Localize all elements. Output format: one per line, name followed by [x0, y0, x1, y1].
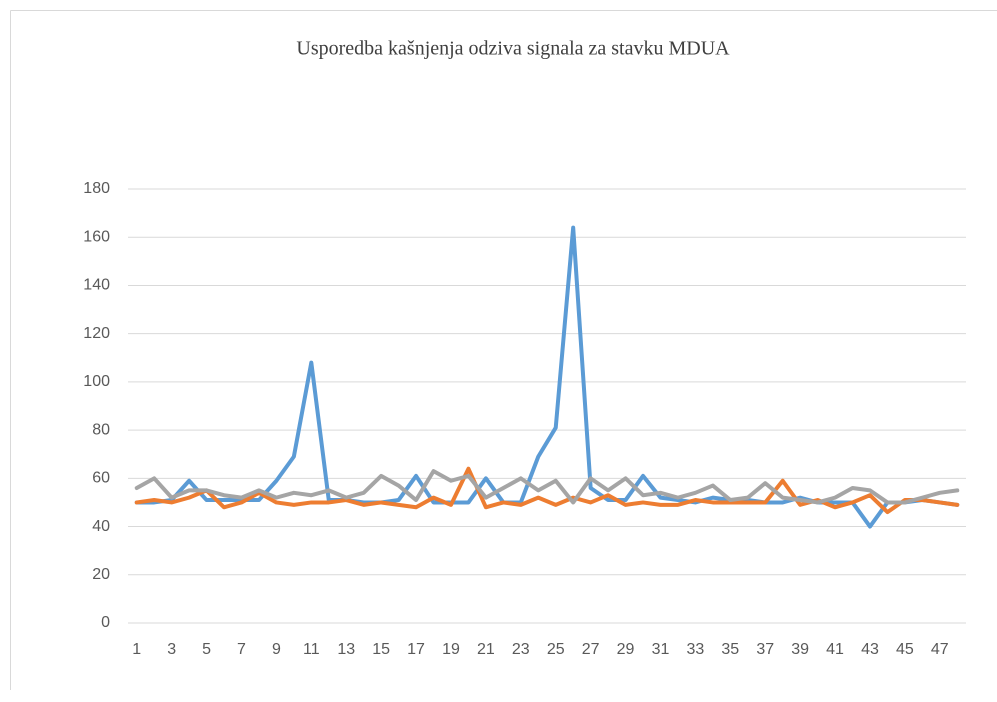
x-tick-label: 43 — [861, 641, 879, 658]
y-tick-label: 180 — [83, 180, 110, 197]
x-tick-label: 41 — [826, 641, 844, 658]
x-tick-label: 7 — [237, 641, 246, 658]
x-tick-label: 21 — [477, 641, 495, 658]
x-tick-label: 5 — [202, 641, 211, 658]
x-tick-label: 11 — [303, 641, 320, 658]
x-tick-label: 47 — [931, 641, 949, 658]
x-tick-label: 13 — [337, 641, 355, 658]
y-tick-label: 60 — [92, 470, 110, 487]
y-tick-label: 80 — [92, 421, 110, 438]
x-tick-label: 33 — [686, 641, 704, 658]
x-tick-label: 31 — [652, 641, 670, 658]
chart-title: Usporedba kašnjenja odziva signala za st… — [296, 38, 730, 60]
y-tick-label: 140 — [83, 277, 110, 294]
y-tick-label: 0 — [101, 614, 110, 631]
x-tick-label: 19 — [442, 641, 460, 658]
series-line — [134, 225, 960, 529]
x-tick-label: 35 — [721, 641, 739, 658]
series-line — [134, 469, 960, 505]
x-tick-label: 37 — [756, 641, 774, 658]
x-tick-label: 29 — [617, 641, 635, 658]
y-tick-label: 20 — [92, 566, 110, 583]
y-tick-label: 40 — [92, 518, 110, 535]
y-tick-label: 100 — [83, 373, 110, 390]
x-tick-label: 9 — [272, 641, 281, 658]
x-tick-label: 39 — [791, 641, 809, 658]
x-tick-label: 15 — [372, 641, 390, 658]
x-tick-label: 25 — [547, 641, 565, 658]
x-tick-label: 45 — [896, 641, 914, 658]
y-tick-label: 120 — [83, 325, 110, 342]
x-tick-label: 17 — [407, 641, 425, 658]
x-tick-label: 27 — [582, 641, 600, 658]
x-tick-label: 23 — [512, 641, 530, 658]
y-tick-label: 160 — [83, 228, 110, 245]
x-tick-label: 1 — [132, 641, 141, 658]
x-tick-label: 3 — [167, 641, 176, 658]
